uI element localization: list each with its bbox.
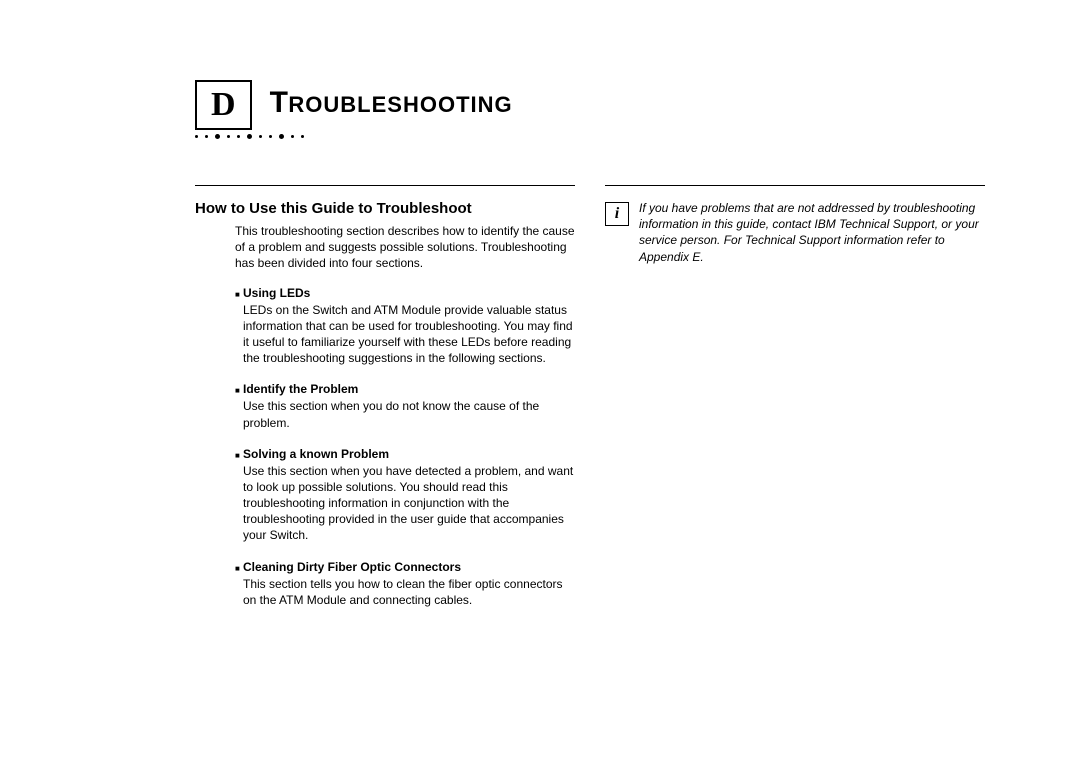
chapter-title-rest: ROUBLESHOOTING (288, 92, 512, 117)
bullet-marker-icon: ■ (235, 564, 243, 620)
content-columns: How to Use this Guide to Troubleshoot Th… (195, 185, 985, 624)
bullet-marker-icon: ■ (235, 290, 243, 379)
list-item-body: This section tells you how to clean the … (243, 576, 575, 608)
chapter-letter: D (211, 86, 236, 123)
intro-paragraph: This troubleshooting section describes h… (235, 223, 575, 272)
list-item: ■ Using LEDs LEDs on the Switch and ATM … (235, 286, 575, 379)
chapter-header: D TROUBLESHOOTING (195, 80, 985, 130)
list-item-title: Solving a known Problem (243, 447, 575, 461)
document-page: D TROUBLESHOOTING How to Use this Guide … (0, 0, 1080, 664)
decorative-dots (195, 135, 304, 139)
chapter-title-initial: T (270, 86, 289, 119)
list-item: ■ Solving a known Problem Use this secti… (235, 447, 575, 556)
list-item-content: Identify the Problem Use this section wh… (243, 382, 575, 442)
list-item-title: Identify the Problem (243, 382, 575, 396)
list-item-content: Solving a known Problem Use this section… (243, 447, 575, 556)
section-heading: How to Use this Guide to Troubleshoot (195, 200, 575, 217)
bullet-marker-icon: ■ (235, 451, 243, 556)
list-item-body: LEDs on the Switch and ATM Module provid… (243, 302, 575, 367)
info-icon-glyph: i (615, 205, 619, 223)
list-item-title: Cleaning Dirty Fiber Optic Connectors (243, 560, 575, 574)
chapter-letter-box: D (195, 80, 252, 130)
chapter-title: TROUBLESHOOTING (270, 86, 513, 120)
list-item-body: Use this section when you do not know th… (243, 398, 575, 430)
list-item-title: Using LEDs (243, 286, 575, 300)
list-item-content: Using LEDs LEDs on the Switch and ATM Mo… (243, 286, 575, 379)
list-item: ■ Identify the Problem Use this section … (235, 382, 575, 442)
right-column: i If you have problems that are not addr… (605, 185, 985, 624)
list-item-content: Cleaning Dirty Fiber Optic Connectors Th… (243, 560, 575, 620)
bullet-marker-icon: ■ (235, 386, 243, 442)
list-item-body: Use this section when you have detected … (243, 463, 575, 544)
list-item: ■ Cleaning Dirty Fiber Optic Connectors … (235, 560, 575, 620)
info-note-text: If you have problems that are not addres… (639, 200, 985, 265)
left-column: How to Use this Guide to Troubleshoot Th… (195, 185, 575, 624)
info-icon: i (605, 202, 629, 226)
